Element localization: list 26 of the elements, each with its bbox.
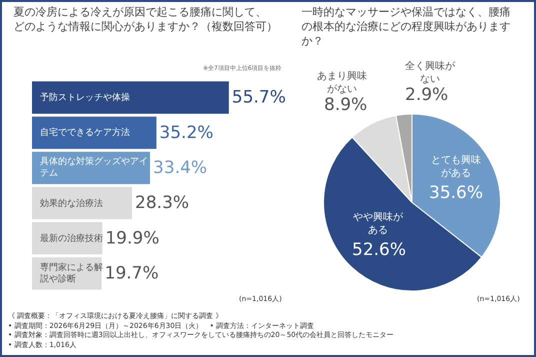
y-tick-label: 自宅でできるケア方法: [40, 127, 130, 138]
data-label: 28.3%: [135, 193, 190, 214]
y-tick-label: 予防ストレッチや体操: [40, 92, 130, 103]
data-label: 33.4%: [153, 158, 208, 178]
bar: [32, 116, 156, 149]
data-label: 2.9%: [405, 85, 448, 105]
chart-title: 一時的なマッサージや保温ではなく、腰痛の根本的な治療にどの程度興味がありますか？: [302, 6, 511, 48]
data-label: 35.2%: [159, 122, 214, 143]
slice-label: とても興味がある: [431, 154, 481, 179]
data-label: 8.9%: [324, 95, 368, 115]
bar: [32, 186, 132, 220]
bar: [32, 152, 150, 184]
y-tick-label: 最新の治療技術: [40, 233, 103, 244]
y-tick-label: 専門家による解説や診断: [40, 262, 103, 285]
data-label: 19.7%: [104, 263, 159, 284]
y-tick-label: 効果的な治療法: [40, 198, 103, 209]
data-label: 35.6%: [429, 183, 484, 203]
data-label: 52.6%: [352, 240, 406, 260]
slice-label: 全く興味がない: [405, 60, 456, 85]
y-tick-label: 具体的な対策グッズやアイテム: [40, 156, 148, 179]
data-label: 55.7%: [232, 88, 286, 108]
bar: [32, 81, 229, 114]
slice-label: やや興味がある: [353, 211, 404, 236]
chart-title: 夏の冷房による冷えが原因で起こる腰痛に関して、どのような情報に関心がありますか？（複数回答可）: [14, 6, 278, 34]
data-label: 19.9%: [105, 228, 160, 248]
slice-label: あまり興味がない: [317, 70, 367, 95]
